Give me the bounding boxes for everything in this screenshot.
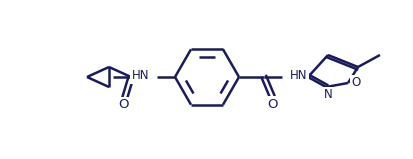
Text: O: O bbox=[267, 97, 278, 111]
Text: HN: HN bbox=[131, 69, 149, 83]
Text: O: O bbox=[119, 98, 129, 111]
Text: HN: HN bbox=[289, 69, 307, 83]
Text: O: O bbox=[351, 76, 360, 90]
Text: N: N bbox=[323, 89, 332, 101]
